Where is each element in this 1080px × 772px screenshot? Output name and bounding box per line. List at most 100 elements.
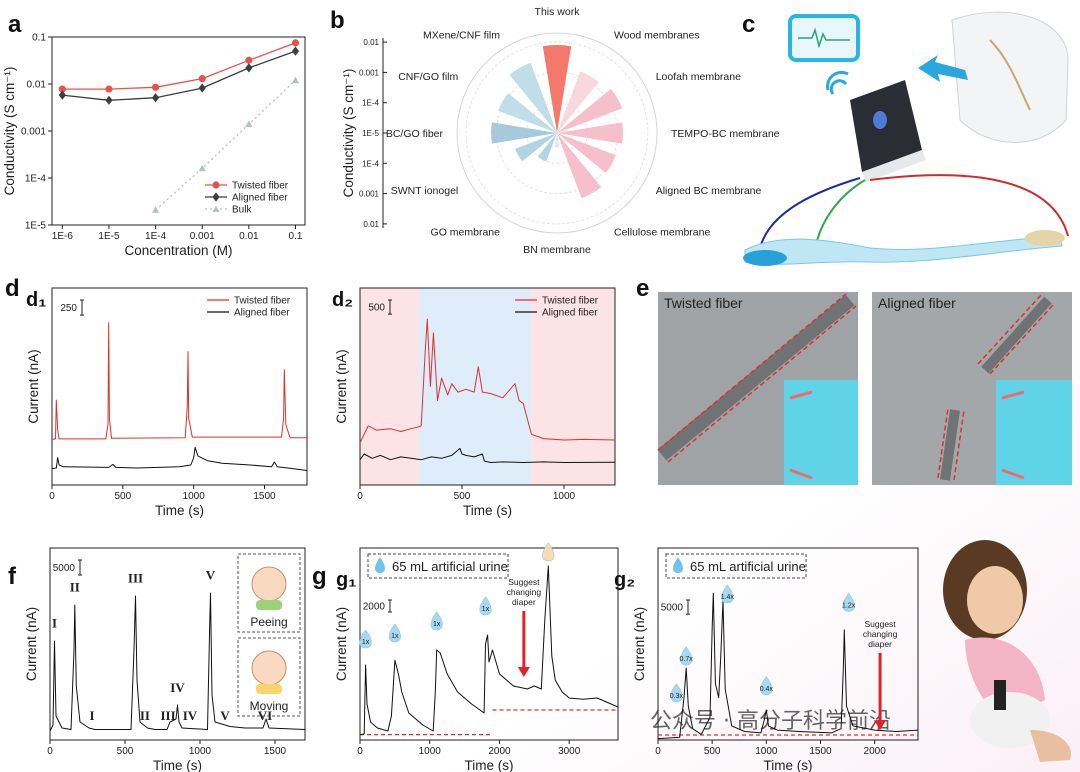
category-label: SWNT ionogel bbox=[391, 185, 459, 197]
monitor bbox=[788, 14, 860, 62]
drop-label: 1.2x bbox=[842, 602, 856, 609]
fiber-tube bbox=[744, 235, 1063, 265]
y-tick-label: 1E-4 bbox=[25, 174, 47, 185]
x-tick-label: 1E-6 bbox=[52, 231, 74, 242]
x-tick-label: 1500 bbox=[253, 491, 276, 502]
radial-bar bbox=[498, 93, 557, 133]
annotation: III bbox=[128, 571, 143, 586]
marker bbox=[198, 83, 206, 93]
drop bbox=[680, 646, 693, 666]
marker bbox=[212, 181, 220, 189]
baby-face bbox=[251, 566, 287, 602]
series-line bbox=[359, 318, 616, 444]
region bbox=[531, 288, 615, 485]
drop bbox=[359, 629, 372, 649]
x-tick-label: 500 bbox=[704, 746, 721, 757]
x-tick-label: 0 bbox=[47, 746, 53, 757]
x-tick-label: 1000 bbox=[755, 746, 778, 757]
device bbox=[850, 80, 922, 172]
x-tick-label: 1000 bbox=[183, 491, 206, 502]
inset-label: Peeing bbox=[250, 615, 287, 629]
annotation: III bbox=[160, 708, 175, 723]
x-tick-label: 0 bbox=[357, 491, 363, 502]
x-tick-label: 3000 bbox=[558, 746, 581, 757]
marker bbox=[151, 83, 160, 91]
doll-diaper bbox=[970, 692, 1050, 748]
fiber-outline bbox=[657, 293, 857, 463]
x-tick-label: 500 bbox=[114, 491, 131, 502]
monitor-wave bbox=[798, 27, 850, 49]
scale-bar-label: 250 bbox=[60, 303, 77, 314]
x-tick-label: 0 bbox=[357, 746, 363, 757]
drop bbox=[760, 676, 773, 696]
marker bbox=[212, 205, 220, 212]
doll-device bbox=[994, 680, 1006, 710]
note-text: 65 mL artificial urine bbox=[690, 559, 806, 574]
note-box bbox=[367, 553, 509, 579]
callout-text: Suggest bbox=[508, 577, 540, 587]
callout-arrow-head bbox=[874, 720, 887, 731]
scale-bar bbox=[388, 599, 392, 613]
x-tick-label: 500 bbox=[117, 746, 134, 757]
legend-label: Aligned fiber bbox=[234, 308, 290, 319]
panel-label: f bbox=[8, 563, 17, 590]
panel-label: c bbox=[742, 11, 755, 38]
category-label: This work bbox=[535, 6, 581, 18]
annotation: IV bbox=[170, 680, 185, 695]
marker bbox=[245, 63, 253, 73]
baby-body bbox=[256, 600, 282, 610]
series-line bbox=[51, 322, 307, 440]
plot-frame bbox=[51, 287, 308, 486]
category-label: CNF/GO film bbox=[398, 71, 458, 83]
drop bbox=[388, 623, 401, 643]
marker bbox=[198, 164, 206, 172]
scale-bar bbox=[80, 299, 84, 316]
callout-text: changing bbox=[863, 629, 898, 639]
category-label: BC/GO fiber bbox=[386, 128, 444, 140]
panel-label: d₂ bbox=[332, 289, 353, 311]
category-label: TEMPO-BC membrane bbox=[671, 128, 780, 140]
marker bbox=[198, 75, 206, 83]
x-axis-label: Time (s) bbox=[463, 503, 512, 518]
y-axis-label: Current (nA) bbox=[24, 607, 39, 681]
legend-label: Twisted fiber bbox=[234, 296, 291, 307]
x-tick-label: 1000 bbox=[553, 491, 576, 502]
series-line bbox=[62, 42, 296, 90]
radial-bar bbox=[491, 122, 557, 144]
note-drop bbox=[673, 557, 683, 573]
arrow bbox=[1001, 390, 1025, 480]
panel-label: d bbox=[5, 275, 20, 302]
x-tick-label: 2000 bbox=[864, 746, 887, 757]
urine bbox=[743, 250, 787, 266]
image-label: Twisted fiber bbox=[664, 295, 743, 311]
annotation: II bbox=[140, 708, 150, 723]
scale-bar-label: 5000 bbox=[661, 603, 684, 614]
radial-bar bbox=[557, 71, 599, 133]
marker bbox=[58, 85, 66, 93]
wire bbox=[759, 177, 861, 249]
category-label: Wood membranes bbox=[614, 29, 700, 41]
annotation: V bbox=[206, 568, 216, 583]
y-axis-label: Current (nA) bbox=[334, 607, 349, 681]
note-box bbox=[665, 553, 807, 579]
radial-tick-label: 0.001 bbox=[359, 68, 380, 77]
scale-bar bbox=[388, 299, 392, 315]
x-axis-label: Concentration (M) bbox=[124, 243, 232, 258]
panel-label: a bbox=[8, 11, 22, 38]
radial-frame bbox=[456, 32, 658, 234]
series-line bbox=[155, 79, 296, 211]
series-line bbox=[359, 447, 616, 463]
panel-label: b bbox=[330, 7, 345, 34]
arrow bbox=[918, 55, 968, 82]
x-tick-label: 0.1 bbox=[289, 231, 303, 242]
callout-text: diaper bbox=[512, 597, 536, 607]
x-tick-label: 1000 bbox=[189, 746, 212, 757]
marker bbox=[245, 56, 253, 64]
x-axis-label: Time (s) bbox=[153, 758, 202, 772]
legend-label: Twisted fiber bbox=[232, 181, 289, 192]
y-axis-label: Current (nA) bbox=[632, 607, 647, 681]
x-tick-label: 1000 bbox=[419, 746, 442, 757]
panel-label: g₁ bbox=[336, 569, 357, 591]
annotation: V bbox=[220, 708, 230, 723]
marker bbox=[212, 192, 220, 202]
